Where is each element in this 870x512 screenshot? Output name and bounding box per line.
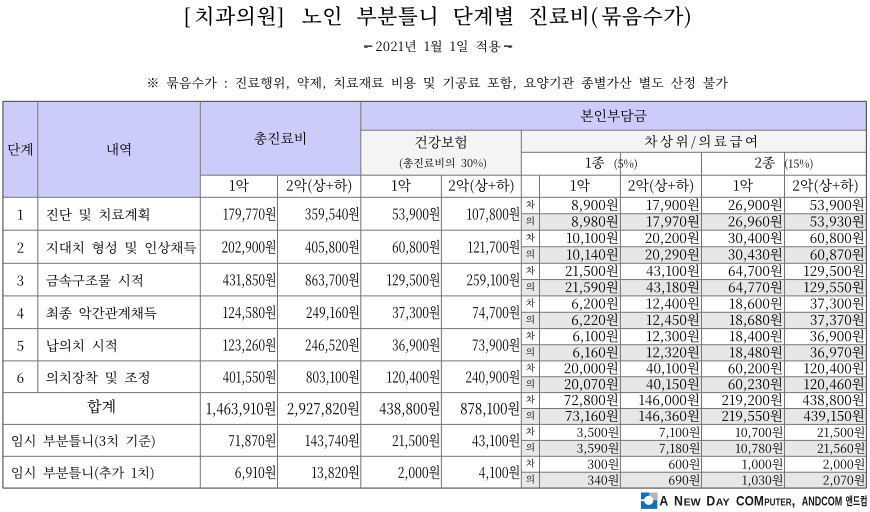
svg-text:AY: AY — [716, 497, 730, 508]
svg-text:D: D — [706, 493, 715, 508]
svg-text:N: N — [674, 493, 683, 508]
svg-text:EW: EW — [684, 497, 701, 508]
svg-text:COM: COM — [736, 493, 764, 508]
svg-text:PUTER: PUTER — [764, 497, 792, 508]
svg-text:A: A — [659, 493, 668, 508]
svg-text:,: , — [792, 493, 796, 508]
svg-text:ANDCOM: ANDCOM — [802, 494, 843, 508]
